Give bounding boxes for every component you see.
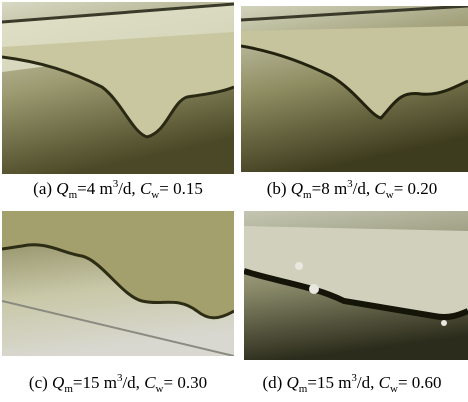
caption-part: Q [52,373,64,392]
caption-part: (a) [33,179,56,198]
caption-part: (c) [29,373,52,392]
figure: (a) Qm=4 m3/d, Cw= 0.15 (b) Qm=8 m3/d, C… [0,0,468,402]
caption-part: m [303,189,312,201]
caption: (c) Qm=15 m3/d, Cw= 0.30 [0,372,236,395]
caption-part: Q [287,373,299,392]
caption-part: /d, [122,373,144,392]
caption-part: =4 m [77,179,113,198]
caption-part: w [386,189,394,201]
caption-part: /d, [353,179,375,198]
caption-part: C [140,179,151,198]
caption-part: /d, [118,179,140,198]
caption-part: C [379,373,390,392]
caption-part: (d) [262,373,286,392]
caption-part: =15 m [73,373,117,392]
caption-part: m [69,189,78,201]
caption-part: Q [56,179,68,198]
caption: (d) Qm=15 m3/d, Cw= 0.60 [236,372,468,395]
caption-part: (b) [267,179,291,198]
caption-part: =8 m [312,179,348,198]
caption-part: = 0.20 [394,179,438,198]
photo-d [244,211,468,360]
caption-part: =15 m [307,373,351,392]
caption: (b) Qm=8 m3/d, Cw= 0.20 [236,178,468,201]
caption-part: = 0.60 [398,373,442,392]
caption-part: /d, [357,373,379,392]
photo-a [2,2,234,174]
caption-part: Q [291,179,303,198]
caption-part: C [144,373,155,392]
caption-part: = 0.15 [159,179,203,198]
photo-b [241,6,468,172]
photo-c [2,211,234,356]
caption: (a) Qm=4 m3/d, Cw= 0.15 [0,178,236,201]
caption-part: w [390,383,398,395]
caption-part: m [64,383,73,395]
caption-part: C [374,179,385,198]
caption-part: = 0.30 [163,373,207,392]
